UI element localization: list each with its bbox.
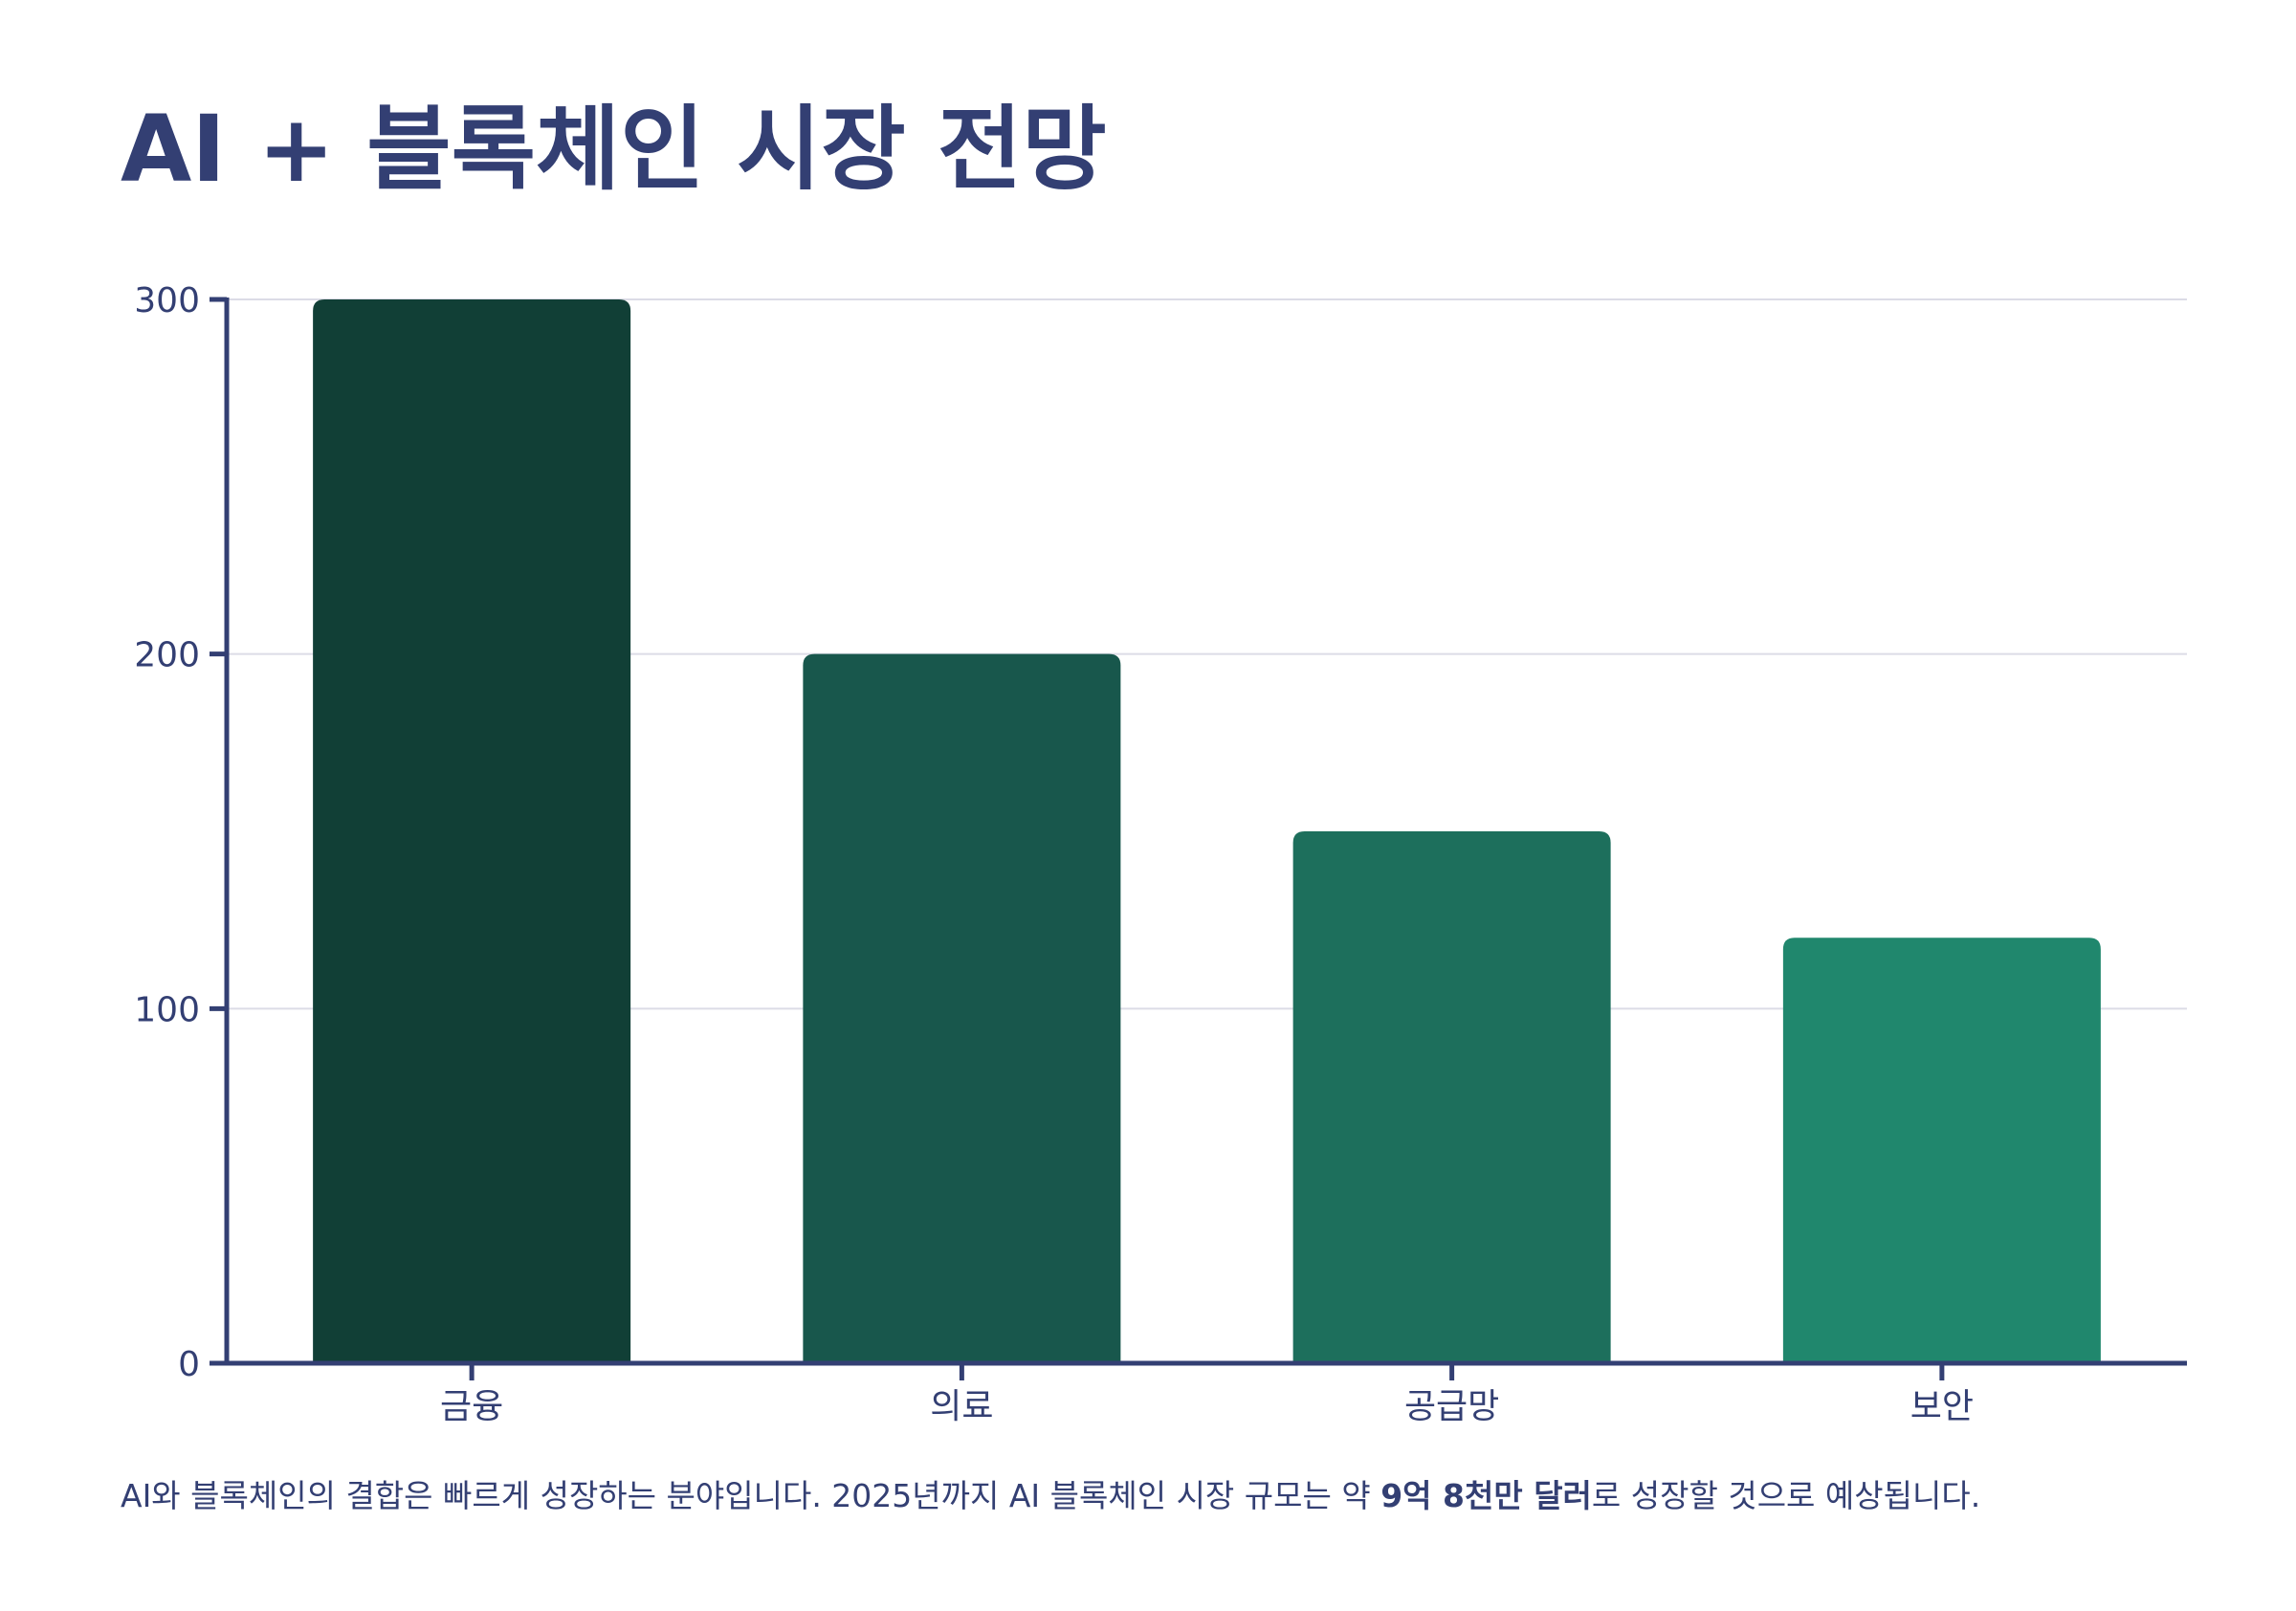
y-tick-label: 300: [134, 281, 200, 320]
caption-highlight: 9억 8천만 달러: [1380, 1477, 1592, 1514]
caption: AI와 블록체인의 결합은 빠르게 성장하는 분야입니다. 2025년까지 AI…: [121, 1473, 1980, 1519]
x-tick-label: 금융: [440, 1387, 503, 1426]
caption-text: AI와 블록체인의 결합은 빠르게 성장하는 분야입니다. 2025년까지 AI…: [121, 1477, 1381, 1514]
bar-1: [313, 299, 631, 1363]
y-tick-label: 0: [178, 1345, 200, 1384]
bar-3: [1292, 831, 1611, 1363]
caption-text-end: 로 성장할 것으로 예상됩니다.: [1591, 1477, 1981, 1514]
y-tick-label: 200: [134, 636, 200, 675]
bar-4: [1782, 938, 2101, 1363]
x-tick-labels: 금융 의료 공급망 보안: [440, 1387, 1974, 1426]
y-tick-label: 100: [134, 990, 200, 1029]
bars: [313, 299, 2101, 1363]
x-tick-label: 공급망: [1404, 1387, 1499, 1426]
bar-2: [803, 653, 1121, 1363]
page-title: AI + 블록체인 시장 전망: [121, 96, 1107, 203]
x-tick-label: 의료: [930, 1387, 993, 1426]
y-tick-labels: 0 100 200 300: [134, 281, 200, 1384]
x-tick-label: 보안: [1910, 1387, 1974, 1426]
axes: [210, 297, 2187, 1380]
